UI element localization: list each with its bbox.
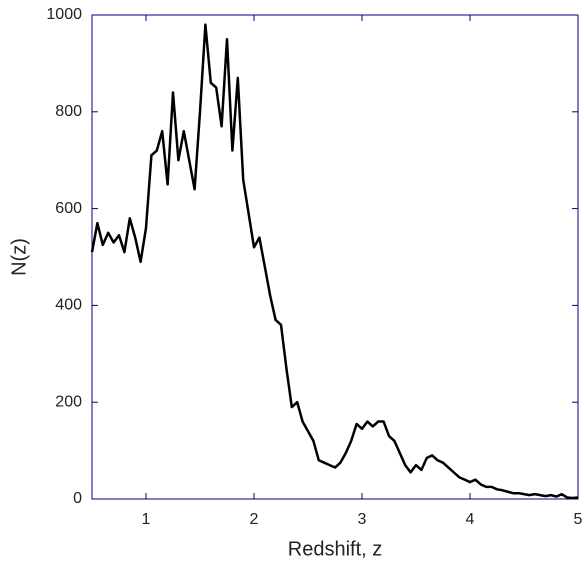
y-tick-label: 1000 (46, 6, 82, 23)
y-tick-label: 600 (55, 200, 82, 217)
x-tick-label: 2 (250, 511, 259, 528)
x-tick-label: 4 (466, 511, 475, 528)
y-tick-label: 200 (55, 393, 82, 410)
y-axis-label: N(z) (8, 238, 30, 276)
x-tick-label: 1 (142, 511, 151, 528)
y-tick-label: 0 (73, 490, 82, 507)
x-tick-label: 3 (358, 511, 367, 528)
plot-frame (91, 14, 579, 500)
y-tick-label: 400 (55, 297, 82, 314)
x-tick-label: 5 (574, 511, 583, 528)
y-tick-label: 800 (55, 103, 82, 120)
x-axis-label: Redshift, z (288, 538, 382, 560)
data-line (90, 23, 579, 500)
